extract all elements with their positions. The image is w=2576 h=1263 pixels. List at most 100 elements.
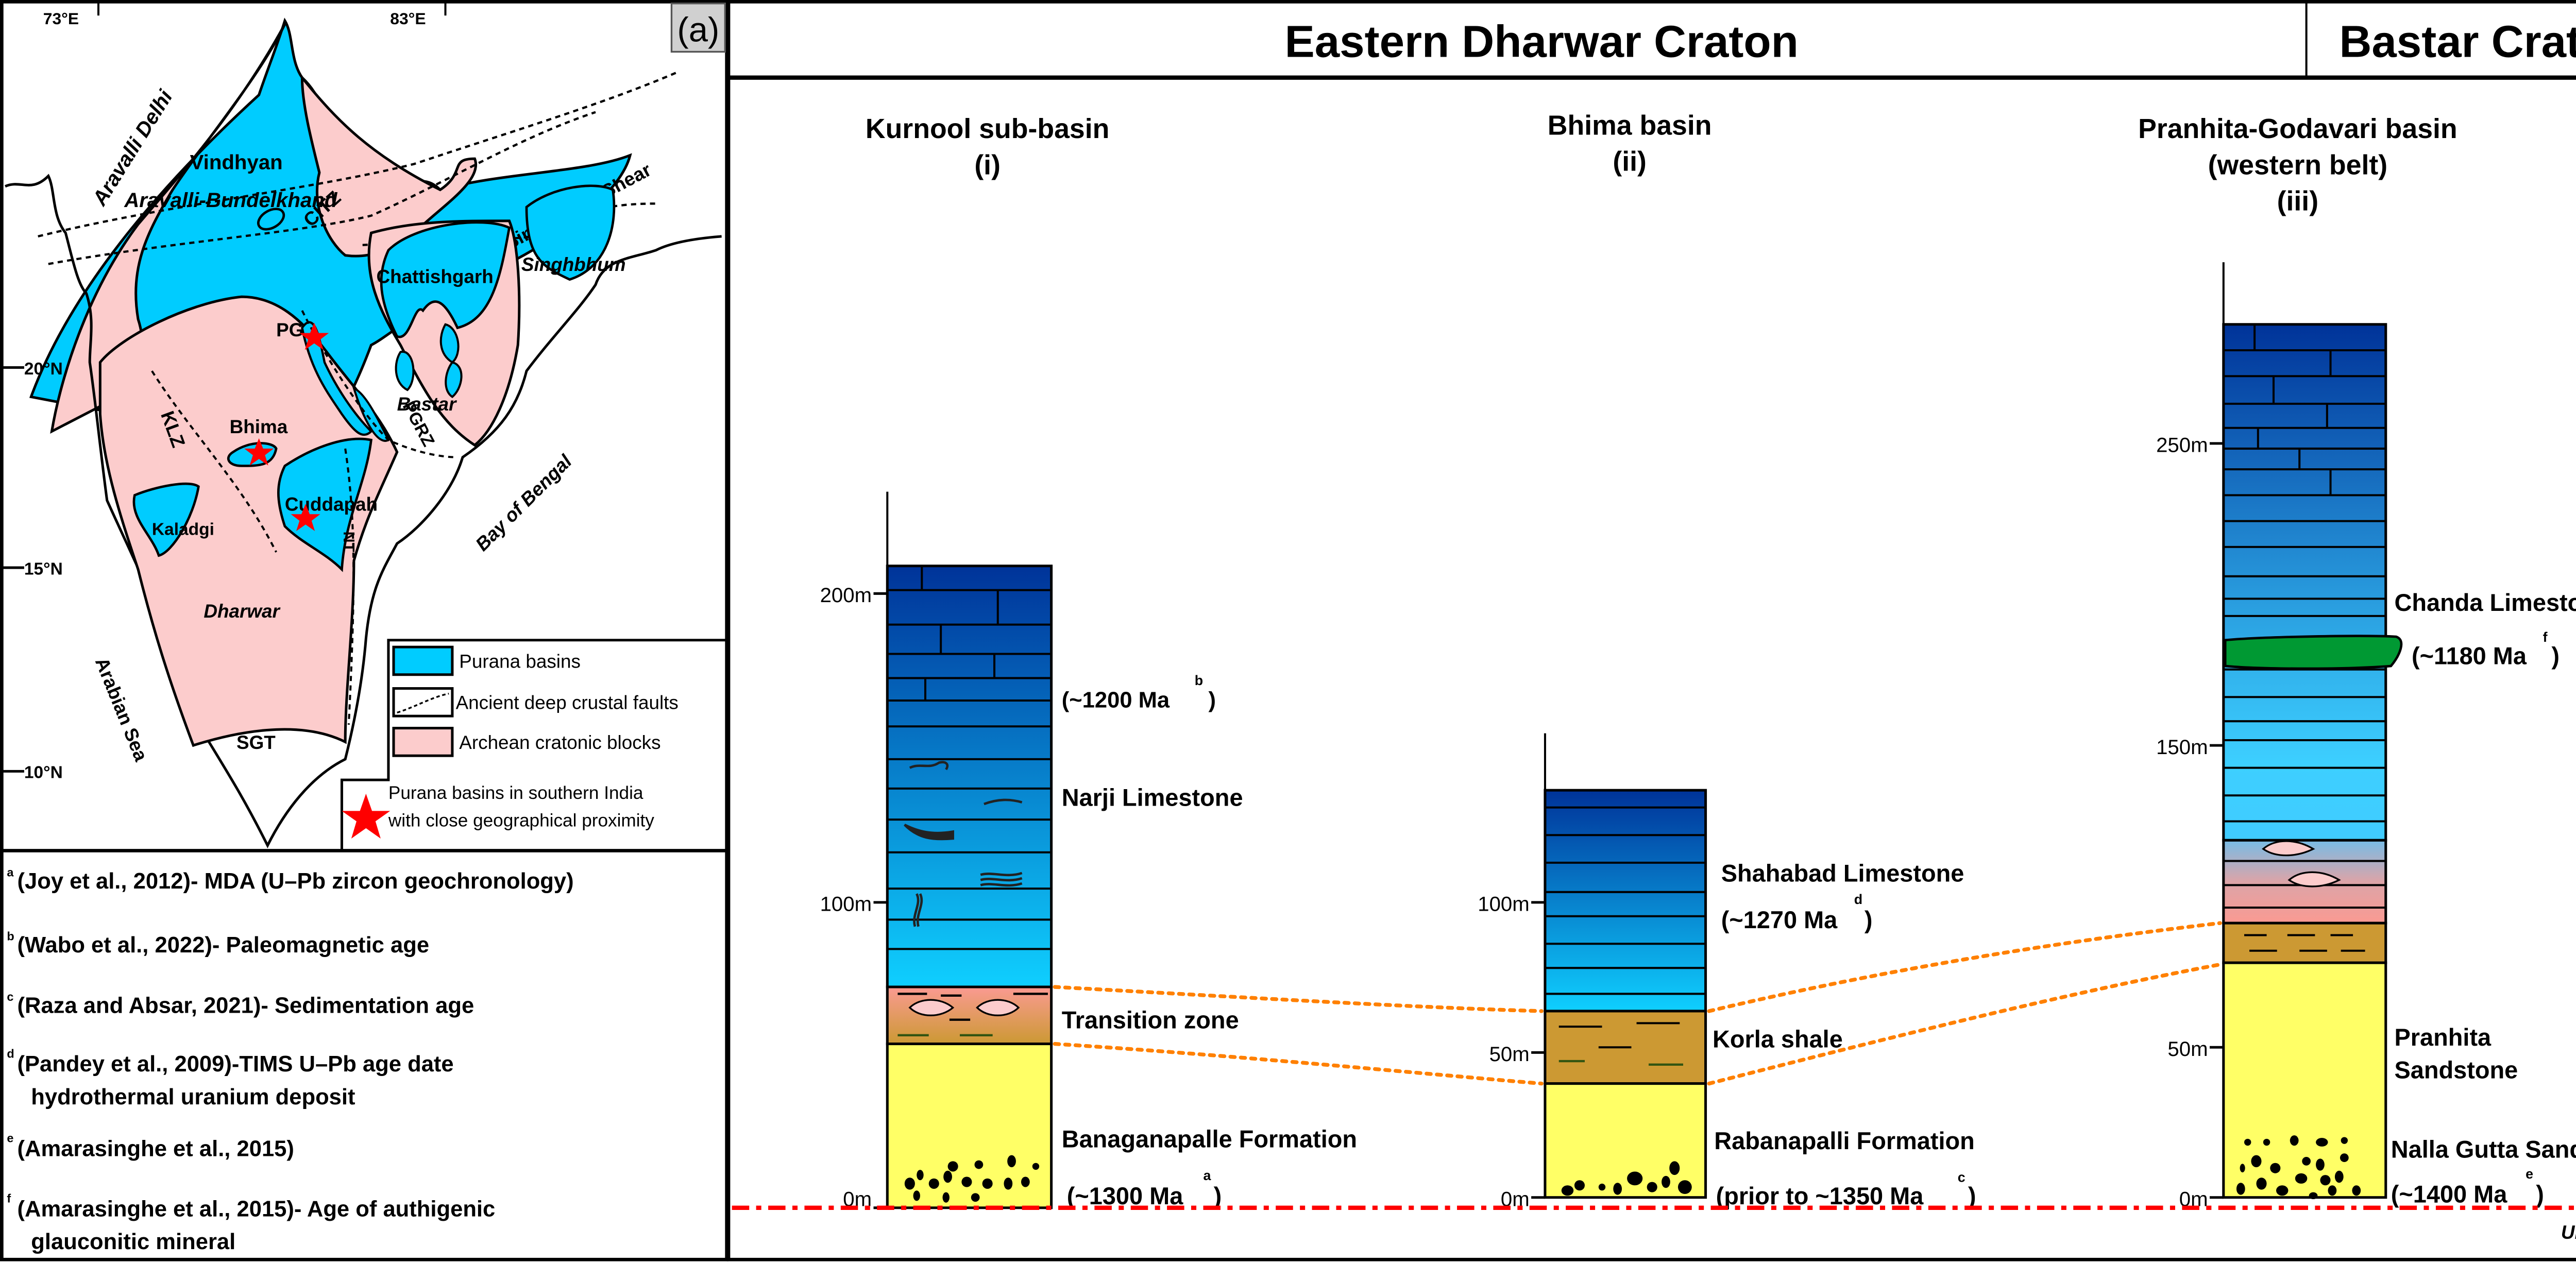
unit-pranhita-sandstone-line2: Sandstone — [2395, 1057, 2518, 1084]
svg-text:d: d — [1854, 892, 1862, 907]
references: a (Joy et al., 2012)- MDA (U–Pb zircon g… — [7, 866, 573, 1255]
longitude-83: 83°E — [390, 9, 426, 28]
pg-numeral: (iii) — [2277, 186, 2318, 217]
longitude-73: 73°E — [43, 9, 79, 28]
kurnool-title: Kurnool sub-basin — [866, 113, 1109, 144]
legend-archean-blocks: Archean cratonic blocks — [459, 732, 660, 753]
correlation-lines — [1053, 921, 2222, 1086]
unit-korla-shale: Korla shale — [1713, 1026, 1843, 1052]
reference-c: (Raza and Absar, 2021)- Sedimentation ag… — [18, 993, 474, 1018]
pg-age-nalla-gutta: (~1400 Ma — [2391, 1181, 2507, 1208]
region-kaladgi: Kaladgi — [152, 520, 214, 539]
concretion-icons — [908, 999, 1020, 1016]
header-eastern-dharwar: Eastern Dharwar Craton — [1285, 17, 1799, 67]
star-icon-pg — [299, 322, 329, 350]
reference-f-line2: glauconitic mineral — [31, 1230, 235, 1254]
pg-tick-50: 50m — [2167, 1037, 2208, 1061]
pg-tick-150: 150m — [2156, 736, 2208, 759]
latitude-15: 15°N — [24, 559, 63, 578]
region-pg: PG — [276, 319, 303, 340]
region-singhbhum: Singhbhum — [521, 254, 626, 275]
svg-text:f: f — [7, 1192, 11, 1205]
svg-text:): ) — [1865, 907, 1873, 933]
svg-text:): ) — [2536, 1181, 2544, 1208]
unit-transition-zone: Transition zone — [1062, 1006, 1239, 1033]
region-chattishgarh: Chattishgarh — [376, 266, 493, 287]
pg-title: Pranhita-Godavari basin — [2138, 113, 2458, 144]
svg-text:): ) — [1214, 1183, 1222, 1209]
kurnool-tick-200: 200m — [820, 584, 872, 607]
unit-narji-limestone: Narji Limestone — [1062, 784, 1243, 811]
svg-text:e: e — [2526, 1166, 2533, 1182]
panel-a-map: 73°E 83°E (a) Aravalli Delhi Aravalli-Bu… — [0, 0, 729, 1261]
kurnool-age-narji: (~1200 Ma — [1062, 688, 1170, 712]
bhima-numeral: (ii) — [1613, 146, 1646, 177]
reference-f: (Amarasinghe et al., 2015)- Age of authi… — [18, 1197, 496, 1222]
region-bastar: Bastar — [397, 394, 457, 415]
region-vindhyan: Vindhyan — [190, 150, 283, 174]
legend-crustal-faults: Ancient deep crustal faults — [456, 692, 679, 713]
pebble-icons — [904, 1155, 1040, 1203]
svg-text:f: f — [2543, 629, 2548, 645]
svg-text:): ) — [1968, 1183, 1976, 1209]
region-nt: NT — [340, 532, 357, 553]
pg-age-chanda: (~1180 Ma — [2412, 643, 2527, 670]
pg-subtitle: (western belt) — [2208, 149, 2387, 180]
region-bhima: Bhima — [230, 416, 288, 437]
svg-text:c: c — [1958, 1170, 1965, 1185]
pebble-icons — [2236, 1135, 2361, 1200]
svg-text:e: e — [7, 1132, 13, 1145]
kurnool-column: 200m 100m 0m (~1200 Ma b ) Narji Limesto… — [820, 491, 1357, 1210]
reference-a: (Joy et al., 2012)- MDA (U–Pb zircon geo… — [18, 869, 574, 894]
bhima-tick-50: 50m — [1489, 1043, 1530, 1066]
latitude-20: 20°N — [24, 360, 63, 379]
svg-text:): ) — [1209, 688, 1216, 712]
unit-banaganapalle: Banaganapalle Formation — [1062, 1126, 1357, 1153]
svg-text:a: a — [7, 866, 14, 879]
region-cuddapah: Cuddapah — [285, 494, 378, 515]
unit-rabanapalli: Rabanapalli Formation — [1714, 1128, 1975, 1154]
svg-text:b: b — [7, 930, 14, 943]
unit-shahabad-limestone: Shahabad Limestone — [1721, 860, 1964, 887]
legend-star-line1: Purana basins in southern India — [388, 783, 643, 803]
bhima-tick-100: 100m — [1478, 893, 1530, 916]
star-icon-legend — [342, 793, 391, 839]
pebble-icons — [1561, 1161, 1692, 1196]
pg-tick-250: 250m — [2156, 434, 2208, 457]
concretion-icons — [2262, 840, 2341, 887]
svg-text:d: d — [7, 1047, 14, 1060]
star-icon-bhima — [244, 438, 274, 466]
svg-text:a: a — [1203, 1168, 1211, 1183]
unit-pranhita-sandstone: Pranhita — [2395, 1024, 2492, 1051]
glauconite-band — [2224, 635, 2403, 670]
panel-b-columns: Eastern Dharwar Craton Bastar Craton (b)… — [726, 0, 2576, 1261]
svg-text:): ) — [2551, 643, 2560, 670]
star-icon-cuddapah — [291, 504, 320, 532]
bhima-column: 100m 50m 0m Shahabad Limestone (~1270 Ma… — [1478, 733, 1976, 1210]
kurnool-numeral: (i) — [974, 149, 1001, 180]
latitude-10: 10°N — [24, 763, 63, 782]
kurnool-age-banaganapalle: (~1300 Ma — [1067, 1183, 1183, 1209]
unconformity-label: Unconformity — [2561, 1222, 2576, 1243]
bhima-age-shahabad: (~1270 Ma — [1721, 907, 1838, 933]
kurnool-tick-100: 100m — [820, 893, 872, 916]
svg-text:c: c — [7, 990, 13, 1003]
header-bastar: Bastar Craton — [2339, 17, 2576, 67]
map-legend: Purana basins Ancient deep crustal fault… — [340, 639, 727, 851]
bhima-age-rabanapalli: (prior to ~1350 Ma — [1716, 1183, 1924, 1209]
bhima-title: Bhima basin — [1548, 110, 1712, 141]
stromatolite-icons — [904, 761, 1023, 927]
reference-d: (Pandey et al., 2009)-TIMS U–Pb age date — [18, 1052, 454, 1077]
reference-d-line2: hydrothermal uranium deposit — [31, 1085, 355, 1110]
reference-e: (Amarasinghe et al., 2015) — [18, 1136, 294, 1161]
svg-text:b: b — [1195, 673, 1203, 688]
panel-a-label: (a) — [677, 10, 719, 49]
pranhita-godavari-column: 250m 150m 50m 0m Chanda Limestone (~1180… — [2156, 262, 2576, 1210]
region-dharwar: Dharwar — [204, 601, 281, 622]
reference-b: (Wabo et al., 2022)- Paleomagnetic age — [18, 933, 430, 958]
region-aravalli-bundelkhand: Aravalli-Bundelkhand — [124, 189, 338, 212]
legend-star-line2: with close geographical proximity — [388, 811, 654, 831]
unit-chanda-limestone: Chanda Limestone — [2395, 589, 2576, 616]
region-sgt: SGT — [236, 732, 276, 753]
